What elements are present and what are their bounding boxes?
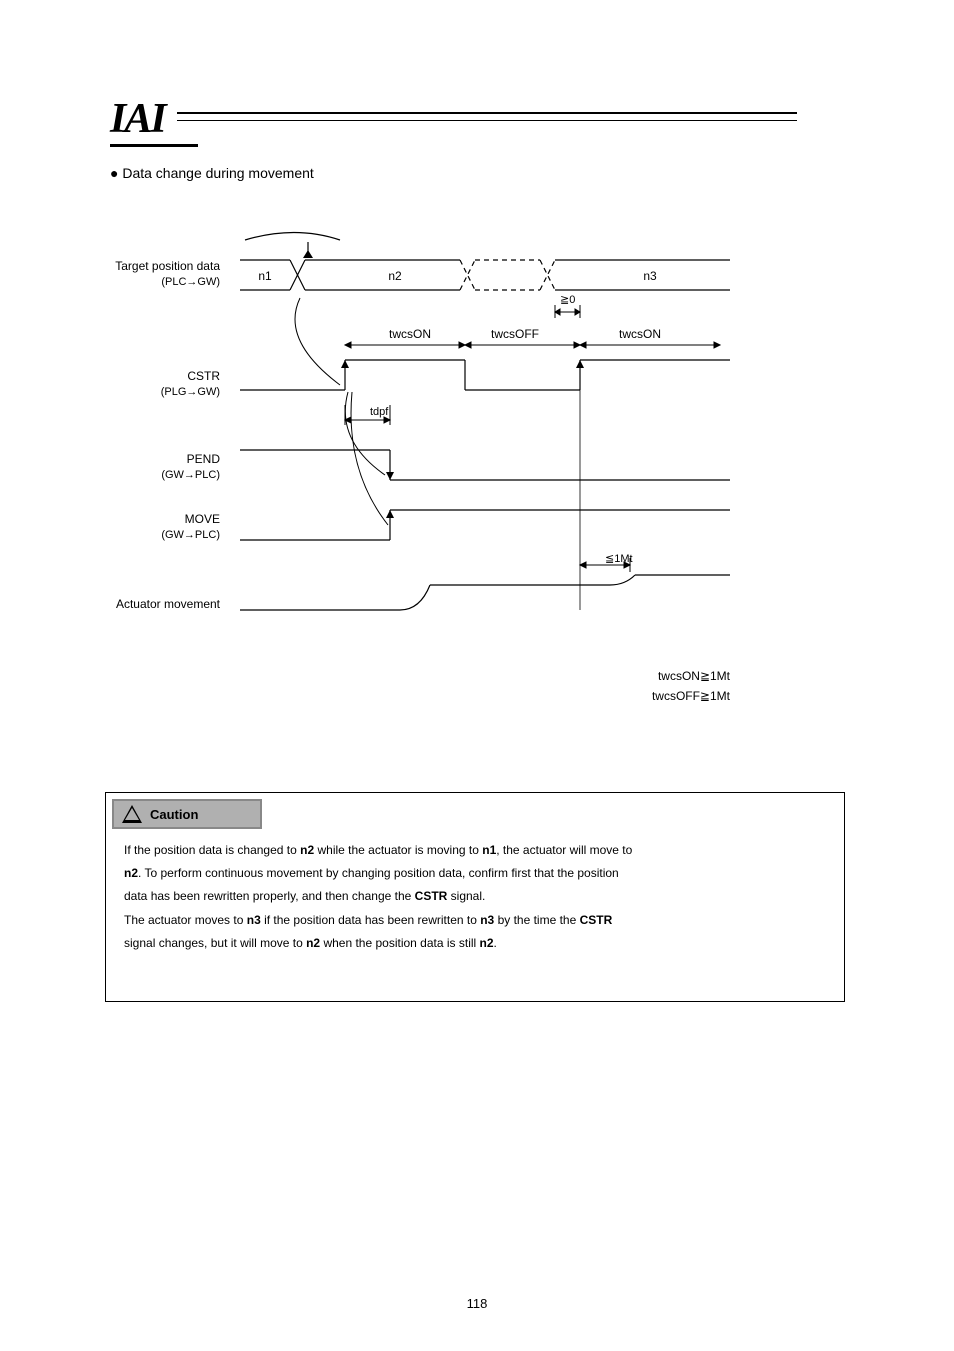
curve-pos-to-cstr [295,298,340,385]
timing-diagram: Target position data (PLC→GW) n1 [110,210,850,770]
page-number: 118 [467,1296,488,1311]
label-n3: n3 [643,269,657,283]
label-n1: n1 [258,269,272,283]
caution-box: ! Caution If the position data is change… [105,792,845,1002]
label-twcsON-1: twcsON [389,327,431,341]
caution-line-3: data has been rewritten properly, and th… [124,887,826,906]
caution-line-4: The actuator moves to n3 if the position… [124,911,826,930]
move-waveform [240,510,730,540]
label-footer1: twcsON≧1Mt [658,669,731,683]
label-target-position: Target position data [115,259,220,273]
caution-body: If the position data is changed to n2 wh… [106,829,844,969]
cstr-waveform [240,360,730,390]
page-header: IAI [110,95,850,143]
iai-logo: IAI [110,95,165,143]
label-n2: n2 [388,269,402,283]
label-move: MOVE [185,512,220,526]
label-leq1mt: ≦1Mt [605,553,633,565]
pend-waveform [240,450,730,480]
label-footer2: twcsOFF≧1Mt [652,689,731,703]
label-pend-sub: (GW→PLC) [161,469,220,481]
cstr-rise-arrow-1 [341,360,349,368]
caution-line-2: n2. To perform continuous movement by ch… [124,864,826,883]
label-geq0: ≧0 [560,294,575,306]
actuator-waveform [240,575,730,610]
label-twcsON-2: twcsON [619,327,661,341]
caution-header: ! Caution [112,799,262,829]
geq0-span [555,305,580,318]
label-cstr-sub: (PLG→GW) [161,386,220,398]
label-actuator: Actuator movement [116,597,221,611]
pend-fall-arrow [386,472,394,480]
label-cstr: CSTR [187,369,220,383]
logo-underline [110,144,198,147]
arrow-into-n1n2 [303,242,313,258]
header-rule-lines [177,112,797,127]
header-line-thin [177,120,797,121]
caution-line-1: If the position data is changed to n2 wh… [124,841,826,860]
caution-label: Caution [150,807,198,822]
label-plc-gw: (PLC→GW) [161,276,220,288]
label-pend: PEND [187,452,221,466]
section-title: ● Data change during movement [110,165,314,181]
header-line-thick [177,112,797,114]
caution-line-5: signal changes, but it will move to n2 w… [124,934,826,953]
label-tdpf: tdpf [370,406,389,418]
twcs-spans [345,342,720,348]
move-rise-arrow [386,510,394,518]
label-move-sub: (GW→PLC) [161,529,220,541]
warning-icon: ! [122,805,142,823]
label-twcsOFF: twcsOFF [491,327,539,341]
